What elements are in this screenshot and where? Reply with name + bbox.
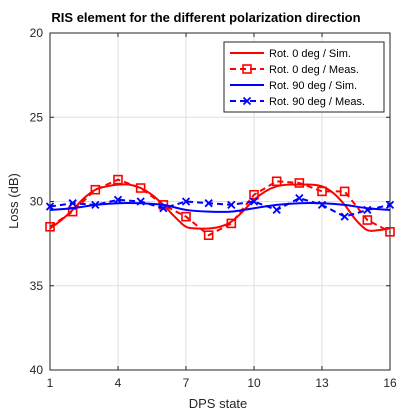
chart-title: RIS element for the different polarizati… bbox=[51, 10, 360, 25]
data-point-marker bbox=[91, 200, 100, 210]
data-point-marker bbox=[226, 218, 237, 229]
axes bbox=[49, 32, 391, 371]
data-point-marker bbox=[249, 197, 259, 206]
legend-label: Rot. 90 deg / Sim. bbox=[269, 80, 357, 92]
series-4 bbox=[45, 193, 395, 221]
data-point-marker-stroke bbox=[181, 197, 191, 206]
x-tick-label: 1 bbox=[47, 376, 54, 390]
series-line bbox=[49, 183, 391, 232]
x-tick-label: 7 bbox=[183, 376, 190, 390]
data-point-marker bbox=[317, 186, 327, 197]
legend-label: Rot. 90 deg / Meas. bbox=[269, 96, 365, 108]
legend-marker-stroke bbox=[242, 96, 252, 106]
data-point-marker-stroke bbox=[68, 199, 77, 208]
data-point-marker bbox=[363, 205, 372, 215]
data-point-marker-stroke bbox=[317, 200, 327, 210]
y-tick-label: 20 bbox=[30, 26, 44, 40]
x-tick-label: 4 bbox=[115, 376, 122, 390]
x-tick-label: 16 bbox=[383, 376, 397, 390]
data-point-marker bbox=[135, 183, 146, 193]
data-point-marker bbox=[385, 227, 395, 237]
data-point-marker bbox=[113, 195, 123, 204]
data-point-marker bbox=[204, 199, 213, 208]
y-tick-label: 25 bbox=[30, 110, 44, 124]
data-point-marker bbox=[340, 212, 349, 221]
data-point-marker-stroke bbox=[204, 199, 213, 208]
data-point-marker bbox=[136, 197, 145, 206]
data-point-marker bbox=[295, 193, 304, 203]
series-line bbox=[49, 197, 391, 218]
data-point-marker-stroke bbox=[385, 200, 395, 210]
x-axis-label: DPS state bbox=[189, 396, 248, 411]
legend-marker bbox=[242, 64, 252, 74]
series-3 bbox=[49, 201, 391, 213]
series-1 bbox=[49, 183, 391, 232]
data-point-marker-stroke bbox=[295, 193, 304, 203]
data-point-marker-stroke bbox=[113, 195, 123, 204]
data-point-marker-stroke bbox=[227, 200, 236, 210]
y-axis-label: Loss (dB) bbox=[6, 173, 21, 229]
y-tick-label: 30 bbox=[30, 195, 44, 209]
data-point-marker bbox=[271, 176, 282, 187]
data-point-marker bbox=[113, 174, 123, 185]
data-point-marker bbox=[227, 200, 236, 210]
legend: Rot. 0 deg / Sim. Rot. 0 deg / Meas. Rot. … bbox=[223, 41, 385, 113]
tick-labels: 1 4 7 10 13 16 20 25 30 35 40 bbox=[30, 26, 397, 390]
series-2 bbox=[45, 174, 395, 240]
data-point-marker-stroke bbox=[136, 197, 145, 206]
data-point-marker-stroke bbox=[249, 197, 259, 206]
data-point-marker bbox=[181, 211, 191, 222]
data-point-marker bbox=[159, 204, 168, 213]
data-point-marker bbox=[45, 202, 55, 211]
y-tick-label: 40 bbox=[30, 363, 44, 377]
data-point-marker-stroke bbox=[272, 205, 281, 215]
x-tick-label: 10 bbox=[247, 376, 261, 390]
series-line bbox=[49, 201, 391, 213]
data-point-marker bbox=[68, 199, 77, 208]
data-point-marker bbox=[294, 178, 305, 188]
data-point-marker bbox=[90, 184, 101, 195]
data-point-marker-stroke bbox=[340, 212, 349, 221]
legend-label: Rot. 0 deg / Meas. bbox=[269, 64, 359, 76]
data-point-marker bbox=[317, 200, 327, 210]
data-point-marker bbox=[385, 200, 395, 210]
legend-item: Rot. 0 deg / Meas. bbox=[230, 64, 359, 76]
data-point-marker bbox=[45, 221, 55, 232]
data-point-marker bbox=[181, 197, 191, 206]
data-point-marker-stroke bbox=[159, 204, 168, 213]
y-tick-label: 35 bbox=[30, 279, 44, 293]
plot-series bbox=[45, 174, 395, 240]
data-point-marker bbox=[203, 230, 214, 240]
legend-item: Rot. 90 deg / Meas. bbox=[230, 96, 365, 108]
data-point-marker bbox=[362, 215, 373, 225]
legend-marker bbox=[242, 96, 252, 106]
data-point-marker bbox=[272, 205, 281, 215]
data-point-marker-stroke bbox=[91, 200, 100, 210]
legend-item: Rot. 90 deg / Sim. bbox=[230, 80, 357, 92]
data-point-marker-stroke bbox=[363, 205, 372, 215]
data-point-marker-stroke bbox=[45, 202, 55, 211]
series-line bbox=[49, 178, 391, 237]
legend-item: Rot. 0 deg / Sim. bbox=[230, 48, 351, 60]
data-point-marker bbox=[339, 186, 350, 197]
data-point-marker bbox=[249, 189, 259, 200]
x-tick-label: 13 bbox=[315, 376, 329, 390]
legend-label: Rot. 0 deg / Sim. bbox=[269, 48, 351, 60]
